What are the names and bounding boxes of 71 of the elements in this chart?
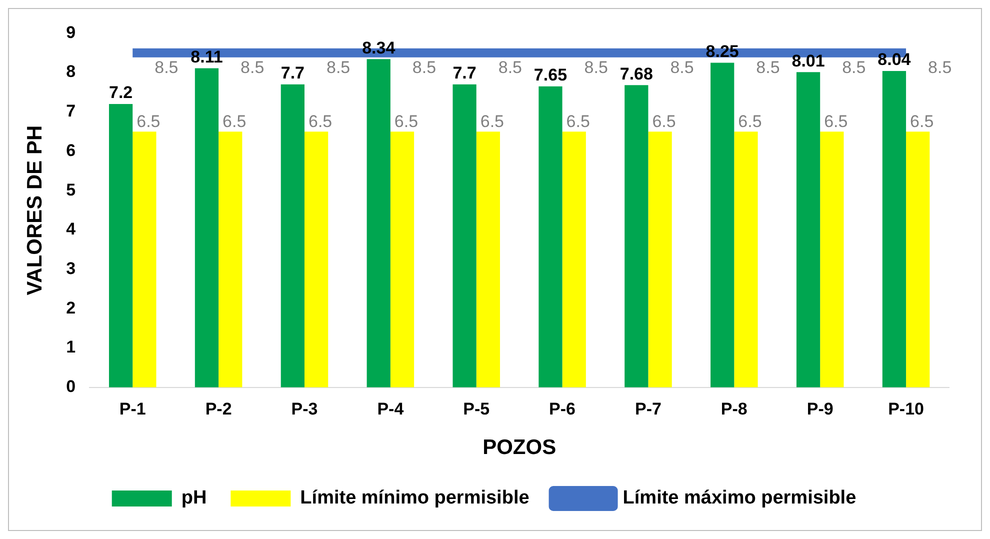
data-label: 6.5 (738, 112, 762, 131)
bar (366, 59, 390, 388)
data-label: 7.65 (534, 66, 568, 85)
bar (796, 72, 820, 388)
bar (132, 132, 156, 388)
bar (452, 84, 476, 388)
x-tick-label: P-8 (720, 399, 748, 418)
data-label: 6.5 (652, 112, 676, 131)
x-axis-title: POZOS (482, 436, 556, 460)
legend-label: Límite máximo permisible (622, 488, 856, 509)
bar (734, 132, 758, 388)
y-axis-title: VALORES DE PH (23, 125, 46, 296)
data-label: 7.2 (108, 83, 133, 102)
bar (304, 132, 328, 388)
data-label: 6.5 (910, 112, 934, 131)
y-tick-label: 4 (66, 220, 76, 239)
data-label: 8.5 (756, 58, 780, 78)
x-tick-label: P-7 (634, 399, 662, 418)
bar (710, 62, 734, 388)
y-tick-label: 6 (66, 140, 76, 160)
y-tick-label: 8 (66, 62, 76, 82)
data-label: 6.5 (566, 112, 590, 131)
x-tick-label: P-4 (377, 399, 404, 418)
data-label: 8.5 (240, 58, 264, 78)
bar (648, 132, 672, 388)
y-tick-label: 3 (66, 259, 76, 278)
bar (562, 132, 586, 388)
y-tick-label: 0 (66, 377, 76, 396)
bar (882, 70, 906, 388)
data-label: 8.5 (498, 58, 522, 78)
data-label: 6.5 (308, 112, 332, 131)
bar (194, 68, 219, 388)
bar (108, 104, 133, 388)
bar (476, 132, 500, 388)
data-label: 6.5 (824, 112, 848, 131)
data-label: 7.68 (620, 64, 653, 84)
data-label: 8.5 (928, 58, 952, 78)
data-label: 8.5 (670, 58, 694, 78)
y-tick-label: 9 (66, 22, 76, 42)
x-tick-label: P-6 (549, 399, 576, 418)
x-tick-label: P-3 (291, 399, 318, 418)
data-label: 6.5 (222, 112, 246, 131)
x-tick-label: P-2 (205, 399, 232, 418)
bar (538, 86, 562, 388)
data-label: 8.5 (326, 58, 350, 78)
data-label: 8.01 (792, 51, 825, 70)
data-label: 6.5 (480, 112, 504, 131)
data-label: 7.7 (280, 64, 304, 83)
y-tick-label: 5 (66, 180, 76, 200)
data-label: 6.5 (394, 112, 418, 131)
data-label: 6.5 (136, 112, 160, 131)
y-tick-label: 2 (66, 298, 76, 318)
data-label: 7.7 (452, 64, 476, 83)
bar (624, 85, 648, 388)
y-tick-label: 7 (66, 102, 76, 121)
bar (218, 132, 242, 388)
x-tick-label: P-1 (119, 399, 146, 418)
data-label: 8.5 (842, 58, 866, 78)
data-label: 8.5 (584, 58, 608, 78)
bar (280, 84, 304, 388)
x-tick-label: P-9 (806, 399, 834, 418)
legend-label: pH (181, 488, 207, 509)
x-tick-label: P-10 (888, 399, 924, 418)
data-label: 8.5 (154, 58, 178, 78)
bar (390, 132, 414, 388)
bar (820, 132, 844, 388)
y-tick-label: 1 (66, 338, 76, 357)
x-tick-label: P-5 (463, 399, 490, 418)
data-label: 8.5 (412, 58, 436, 78)
legend-label: Límite mínimo permisible (300, 488, 530, 509)
bar (906, 132, 930, 388)
